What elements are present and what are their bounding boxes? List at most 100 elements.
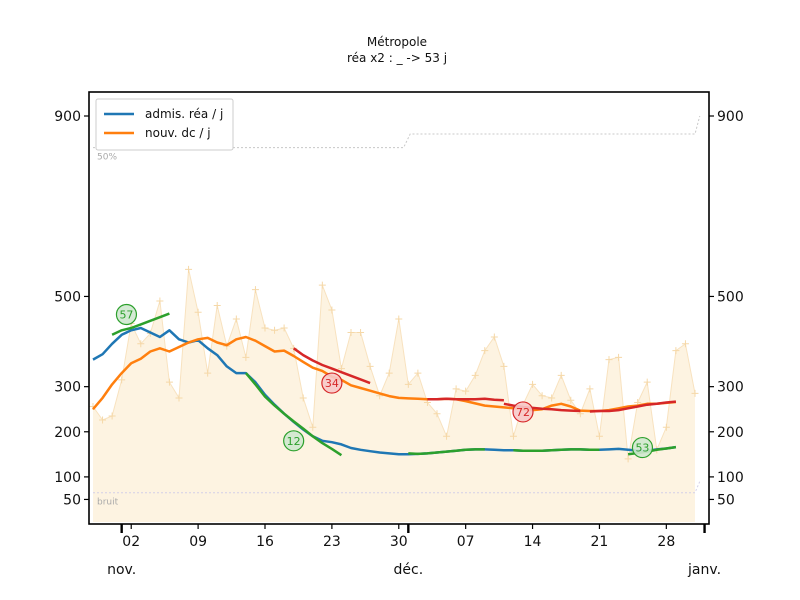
daily-point — [443, 432, 451, 440]
x-tick-label: 16 — [256, 534, 274, 550]
overlay-segment — [589, 400, 677, 413]
overlay-segment — [292, 347, 371, 385]
reference-label: 50% — [97, 153, 117, 163]
y-tick-label-left: 300 — [54, 380, 81, 396]
y-tick-label-left: 500 — [54, 289, 81, 305]
badges: 57 12 34 72 53 — [115, 303, 654, 459]
daily-point — [462, 387, 470, 395]
legend: admis. réa / j nouv. dc / j — [95, 98, 234, 151]
badge-label: 57 — [119, 308, 133, 321]
area-fill — [93, 269, 695, 522]
daily-point — [385, 369, 393, 377]
y-tick-label-right: 900 — [717, 109, 744, 125]
daily-point — [490, 333, 498, 341]
reference-line — [93, 481, 701, 494]
daily-point — [175, 394, 183, 402]
y-tick-label-right: 100 — [717, 470, 744, 486]
daily-point — [328, 306, 336, 314]
y-tick-label-left: 900 — [54, 109, 81, 125]
daily-point — [452, 385, 460, 393]
badge-label: 72 — [516, 406, 530, 419]
chart-title: Métropole — [367, 35, 427, 49]
daily-point — [691, 389, 699, 397]
daily-point — [251, 286, 259, 294]
legend-label-rea: admis. réa / j — [145, 107, 223, 121]
badge-circle — [321, 372, 343, 394]
badge-circle — [631, 436, 654, 459]
legend-box — [95, 98, 234, 151]
daily-point — [185, 265, 193, 273]
month-label: nov. — [107, 562, 136, 578]
x-tick-label: 30 — [390, 534, 408, 550]
daily-point — [615, 353, 623, 361]
daily-point — [595, 432, 603, 440]
overlay-segment — [244, 372, 343, 457]
daily-point — [605, 356, 613, 364]
daily-point — [672, 347, 680, 355]
y-tick-label-right: 50 — [717, 492, 735, 508]
daily-point — [529, 380, 537, 388]
daily-point — [118, 376, 126, 384]
daily-point — [261, 324, 269, 332]
daily-point — [433, 410, 441, 418]
badge-circle — [115, 303, 138, 326]
reference-label: bruit — [97, 498, 119, 508]
daily-point — [290, 344, 298, 352]
reference-lines: 50% bruit — [93, 115, 701, 508]
daily-point — [366, 362, 374, 370]
daily-point — [280, 324, 288, 332]
badge-circle — [283, 430, 305, 452]
badge-label: 12 — [287, 435, 301, 448]
daily-point — [481, 347, 489, 355]
daily-point — [309, 423, 317, 431]
x-axis: 02 09 16 23 30 07 14 21 28 nov. déc. janv. — [107, 524, 721, 578]
y-tick-label-right: 200 — [717, 425, 744, 441]
y-axis-left: 50 100 200 300 500 900 — [54, 109, 89, 508]
overlay-segment — [408, 448, 485, 456]
daily-point — [318, 281, 326, 289]
daily-area — [89, 265, 699, 522]
daily-point — [156, 297, 164, 305]
y-axis-right: 50 100 200 300 500 900 — [709, 109, 744, 508]
y-tick-label-left: 100 — [54, 470, 81, 486]
area-outline — [92, 269, 696, 459]
daily-point — [509, 432, 517, 440]
overlay-segment — [513, 448, 600, 452]
daily-point — [557, 371, 565, 379]
reference-line — [93, 115, 701, 149]
overlay-segment — [427, 397, 504, 402]
badge-label: 34 — [325, 377, 339, 390]
legend-label-dc: nouv. dc / j — [145, 126, 211, 140]
daily-point — [357, 329, 365, 337]
overlay-segment — [111, 312, 170, 336]
daily-point — [395, 315, 403, 323]
daily-point — [299, 394, 307, 402]
daily-point — [232, 315, 240, 323]
x-tick-label: 02 — [122, 534, 140, 550]
daily-point — [165, 378, 173, 386]
daily-point — [538, 392, 546, 400]
daily-point — [204, 369, 212, 377]
daily-point — [471, 371, 479, 379]
daily-point — [404, 380, 412, 388]
daily-point — [586, 385, 594, 393]
daily-point — [99, 416, 107, 424]
x-tick-label: 28 — [657, 534, 675, 550]
daily-point — [414, 369, 422, 377]
daily-point — [643, 378, 651, 386]
y-tick-label-right: 300 — [717, 380, 744, 396]
month-label: déc. — [394, 562, 424, 578]
chart-subtitle: réa x2 : _ -> 53 j — [347, 51, 447, 65]
daily-point — [347, 329, 355, 337]
daily-point — [271, 326, 279, 334]
x-tick-label: 09 — [189, 534, 207, 550]
badge-label: 53 — [635, 442, 649, 455]
daily-point — [500, 362, 508, 370]
x-tick-label: 07 — [457, 534, 475, 550]
daily-point — [681, 340, 689, 348]
month-label: janv. — [687, 562, 721, 578]
y-tick-label-left: 50 — [63, 492, 81, 508]
daily-point — [213, 301, 221, 309]
x-tick-label: 21 — [591, 534, 609, 550]
